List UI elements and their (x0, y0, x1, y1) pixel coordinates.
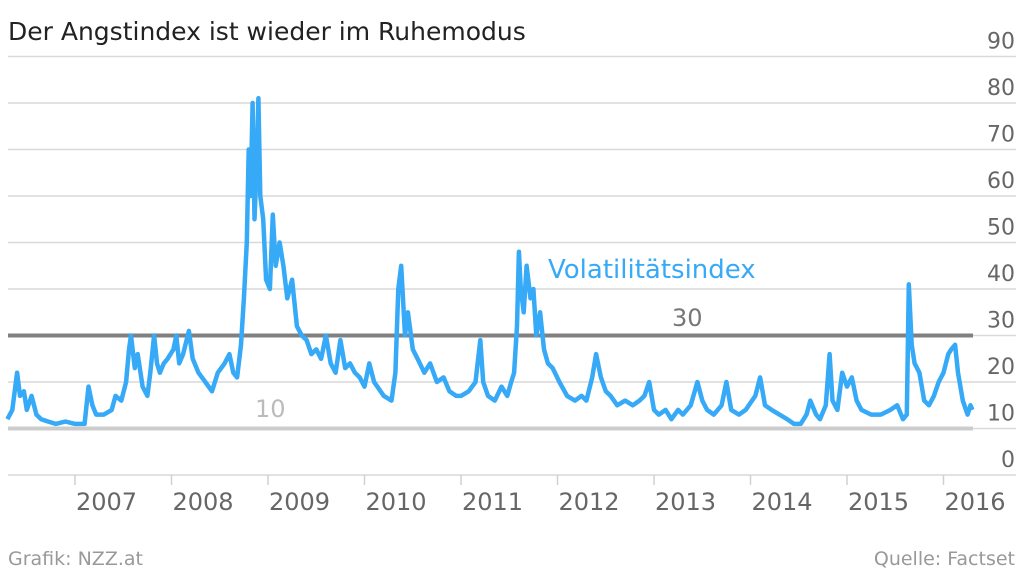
x-tick-label: 2014 (752, 488, 813, 516)
series-line-volatilitaetsindex (5, 96, 975, 427)
x-tick-label: 2007 (76, 488, 137, 516)
reference-label-10: 10 (255, 395, 286, 423)
y-tick-label: 20 (987, 355, 1015, 380)
footer-source: Quelle: Factset (874, 548, 1015, 570)
series-label: Volatilitätsindex (548, 255, 756, 285)
x-tick-label: 2008 (173, 488, 234, 516)
x-axis-ticks: 2007 2008 2009 2010 2011 2012 2013 2014 2015 2016 (74, 475, 1006, 516)
x-tick-label: 2015 (848, 488, 909, 516)
y-tick-label: 80 (987, 76, 1015, 101)
x-tick-label: 2010 (366, 488, 427, 516)
reference-lines: 30 10 (8, 304, 973, 431)
y-tick-label: 50 (987, 216, 1015, 241)
chart-title: Der Angstindex ist wieder im Ruhemodus (8, 17, 526, 46)
x-tick-label: 2012 (559, 488, 620, 516)
y-tick-label: 10 (987, 402, 1015, 427)
y-axis-ticks: 0 10 20 30 40 50 60 70 80 90 (987, 30, 1015, 474)
y-tick-label: 90 (987, 30, 1015, 55)
x-tick-label: 2016 (945, 488, 1006, 516)
footer-credit: Grafik: NZZ.at (8, 548, 143, 570)
y-tick-label: 40 (987, 262, 1015, 287)
x-tick-label: 2011 (462, 488, 523, 516)
x-tick-label: 2009 (269, 488, 330, 516)
y-tick-label: 30 (987, 309, 1015, 334)
y-tick-label: 60 (987, 169, 1015, 194)
y-tick-label: 0 (1001, 448, 1015, 473)
x-tick-label: 2013 (655, 488, 716, 516)
reference-label-30: 30 (672, 304, 703, 332)
y-tick-label: 70 (987, 123, 1015, 148)
